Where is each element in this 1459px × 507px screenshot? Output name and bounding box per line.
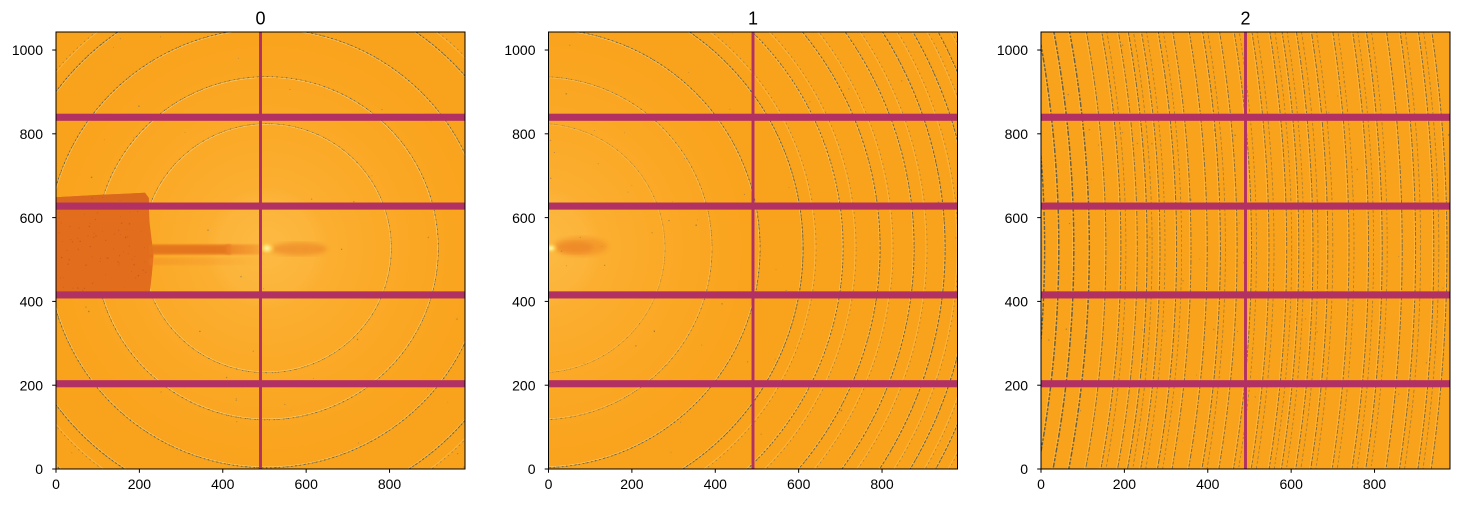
svg-text:600: 600 [1005, 210, 1029, 226]
svg-text:600: 600 [512, 210, 536, 226]
svg-text:400: 400 [20, 294, 44, 310]
svg-text:1000: 1000 [997, 42, 1028, 58]
svg-text:0: 0 [528, 461, 536, 477]
svg-text:1: 1 [748, 8, 758, 28]
svg-text:200: 200 [20, 377, 44, 393]
svg-text:200: 200 [620, 476, 644, 492]
svg-text:800: 800 [512, 126, 536, 142]
svg-text:200: 200 [1113, 476, 1137, 492]
svg-text:800: 800 [378, 476, 402, 492]
svg-text:800: 800 [870, 476, 894, 492]
svg-text:400: 400 [211, 476, 235, 492]
svg-text:600: 600 [787, 476, 811, 492]
svg-text:0: 0 [255, 8, 265, 28]
svg-text:200: 200 [512, 377, 536, 393]
svg-text:600: 600 [20, 210, 44, 226]
svg-text:0: 0 [52, 476, 60, 492]
svg-text:600: 600 [1280, 476, 1304, 492]
svg-text:400: 400 [704, 476, 728, 492]
svg-text:200: 200 [128, 476, 152, 492]
svg-text:0: 0 [1020, 461, 1028, 477]
svg-text:400: 400 [1005, 294, 1029, 310]
svg-text:0: 0 [1037, 476, 1045, 492]
svg-text:400: 400 [512, 294, 536, 310]
svg-text:800: 800 [1363, 476, 1387, 492]
svg-text:1000: 1000 [12, 42, 43, 58]
svg-text:0: 0 [545, 476, 553, 492]
svg-text:400: 400 [1196, 476, 1220, 492]
svg-text:2: 2 [1240, 8, 1250, 28]
svg-text:600: 600 [295, 476, 319, 492]
svg-text:200: 200 [1005, 377, 1029, 393]
svg-text:800: 800 [20, 126, 44, 142]
svg-text:0: 0 [35, 461, 43, 477]
svg-text:1000: 1000 [504, 42, 535, 58]
svg-text:800: 800 [1005, 126, 1029, 142]
